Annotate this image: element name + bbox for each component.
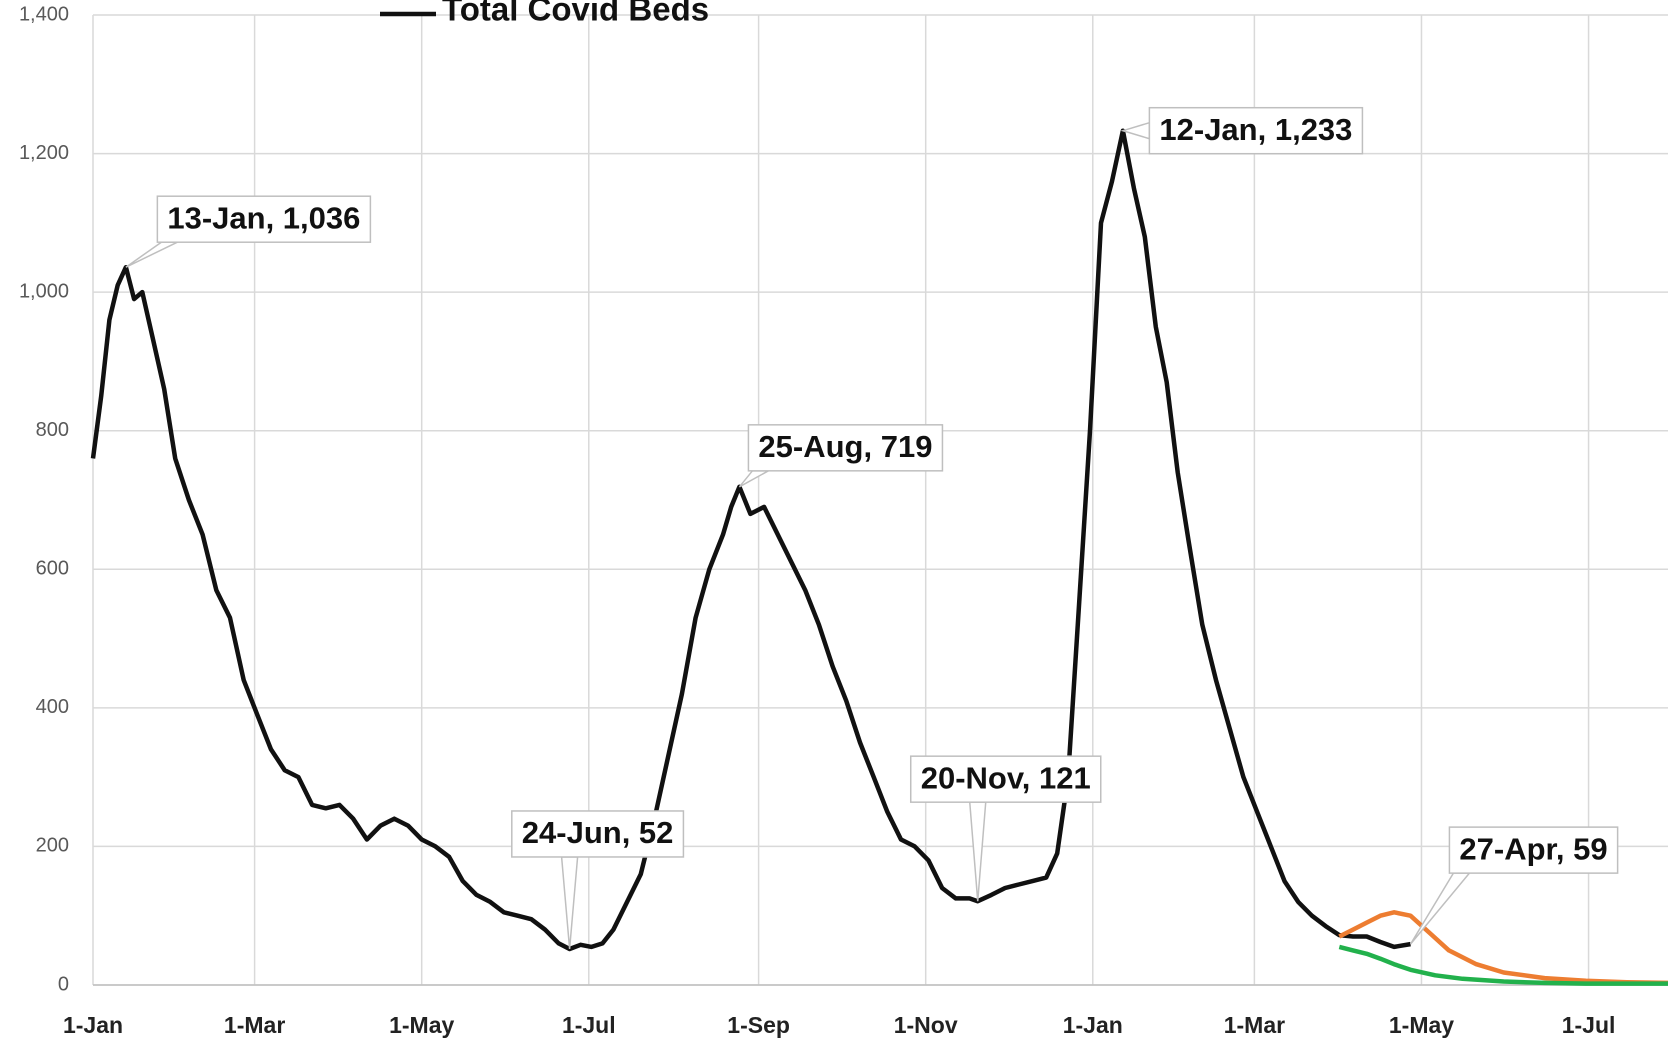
annotation-box [511, 810, 685, 858]
y-tick-label: 1,200 [19, 142, 69, 164]
data-line [1338, 910, 1668, 986]
x-tick-label: 1-Jul [1562, 1012, 1616, 1038]
annotation-leader [1409, 872, 1472, 945]
x-tick-label: 1-Sep [727, 1012, 790, 1038]
x-tick-label: 1-Nov [894, 1012, 958, 1038]
data-line [90, 128, 1411, 952]
data-line [1338, 944, 1668, 986]
annotation: 24-Jun, 52 [511, 810, 685, 950]
annotation: 25-Aug, 719 [738, 424, 944, 488]
annotation-label: 20-Nov, 121 [921, 760, 1091, 795]
annotation: 13-Jan, 1,036 [125, 195, 372, 268]
annotation: 27-Apr, 59 [1409, 826, 1619, 945]
x-tick-label: 1-Jan [63, 1012, 123, 1038]
annotation-leader [125, 241, 178, 268]
y-tick-label: 800 [36, 419, 69, 441]
y-tick-label: 600 [36, 558, 69, 580]
x-tick-label: 1-Mar [224, 1012, 285, 1038]
annotation-label: 12-Jan, 1,233 [1159, 112, 1352, 147]
annotation-label: 13-Jan, 1,036 [167, 200, 360, 235]
annotation-box [156, 195, 372, 243]
y-tick-label: 1,400 [19, 3, 69, 25]
y-tick-label: 200 [36, 835, 69, 857]
annotation-leader [968, 801, 987, 902]
annotation-box [1148, 106, 1364, 155]
annotation: 12-Jan, 1,233 [1120, 106, 1364, 155]
annotation-box [1448, 826, 1619, 874]
x-tick-label: 1-Jan [1063, 1012, 1123, 1038]
annotation-leader [1120, 121, 1151, 140]
legend-label: Total Covid Beds [442, 0, 709, 28]
x-tick-label: 1-May [389, 1012, 454, 1038]
x-tick-label: 1-May [1389, 1012, 1454, 1038]
annotation-label: 24-Jun, 52 [522, 815, 674, 850]
annotation-label: 25-Aug, 719 [758, 429, 932, 464]
annotation-box [747, 424, 944, 472]
annotation-label: 27-Apr, 59 [1459, 831, 1607, 866]
y-tick-label: 0 [58, 973, 69, 995]
y-tick-label: 1,000 [19, 280, 69, 302]
annotation-leader [560, 856, 579, 950]
x-tick-label: 1-Jul [562, 1012, 616, 1038]
annotation-box [909, 755, 1102, 803]
annotation: 20-Nov, 121 [909, 755, 1102, 902]
y-tick-label: 400 [36, 696, 69, 718]
x-tick-label: 1-Mar [1224, 1012, 1285, 1038]
annotation-leader [738, 470, 769, 488]
